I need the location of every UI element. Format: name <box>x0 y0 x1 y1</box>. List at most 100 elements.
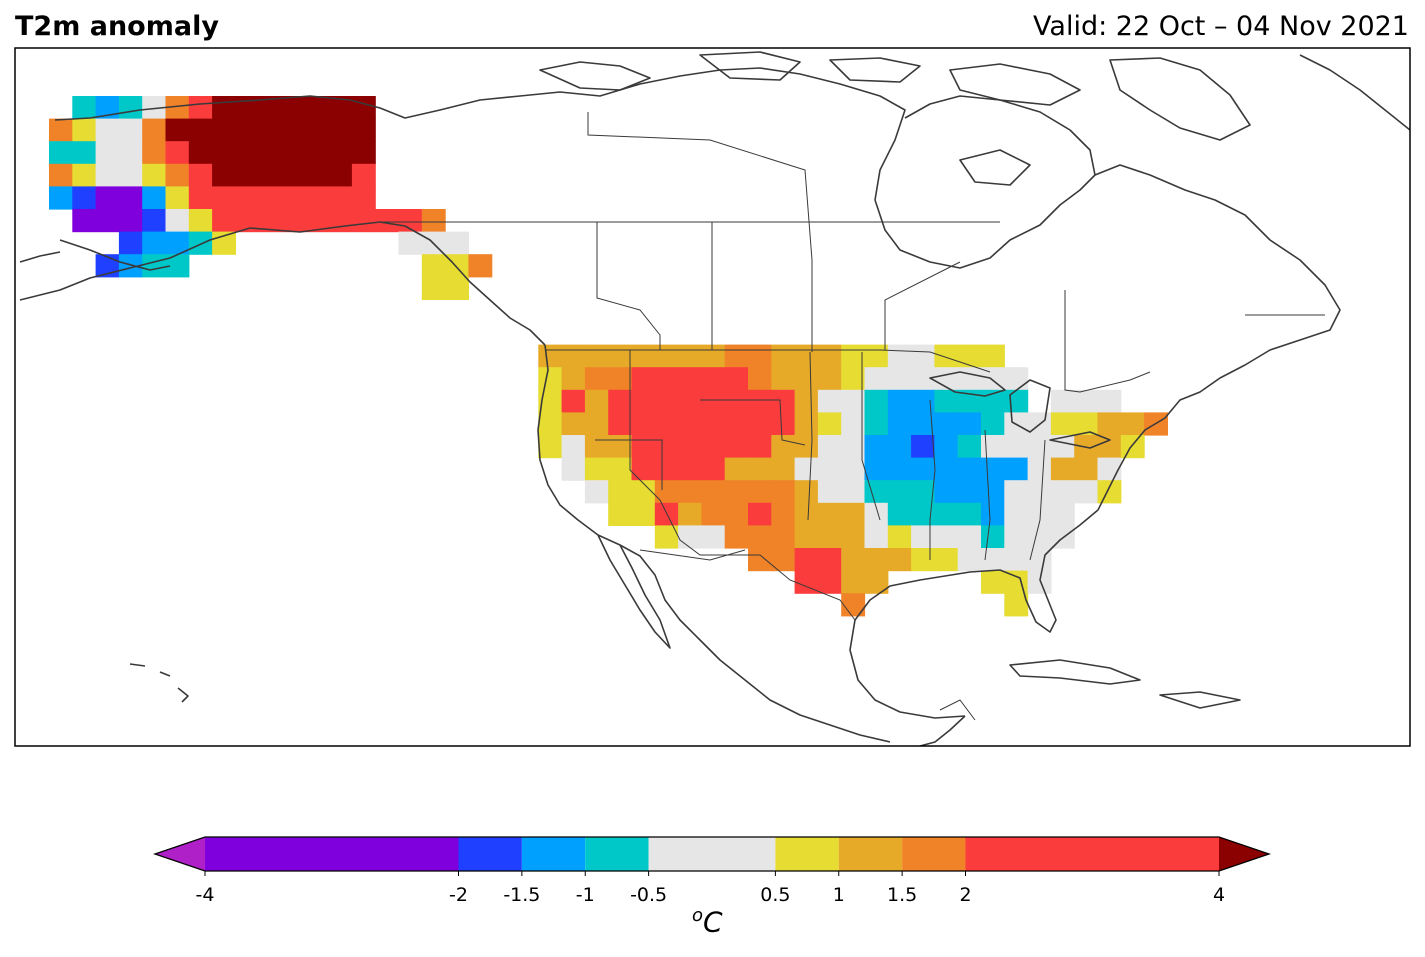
anomaly-cell <box>887 525 912 549</box>
anomaly-cell <box>981 412 1005 436</box>
anomaly-cell <box>165 96 190 120</box>
anomaly-cell <box>1027 435 1075 459</box>
anomaly-cell <box>165 141 190 165</box>
map-title: T2m anomaly <box>15 11 219 42</box>
anomaly-cell <box>1097 412 1145 436</box>
anomaly-cell <box>794 548 842 572</box>
anomaly-cell <box>421 254 469 278</box>
anomaly-cell <box>561 367 586 391</box>
anomaly-cell <box>188 186 376 210</box>
anomaly-cell <box>981 435 1029 459</box>
anomaly-cell <box>118 254 143 278</box>
anomaly-cell <box>49 118 73 142</box>
anomaly-cell <box>748 502 772 526</box>
anomaly-cell <box>95 118 143 142</box>
anomaly-cell <box>841 367 866 391</box>
anomaly-cell <box>701 502 749 526</box>
anomaly-cell <box>584 480 609 504</box>
colorbar-segment <box>205 837 459 871</box>
anomaly-cell <box>957 525 982 549</box>
anomaly-cell <box>608 389 796 413</box>
anomaly-cell <box>188 209 213 233</box>
anomaly-cell <box>584 389 609 413</box>
anomaly-cell <box>49 163 73 187</box>
anomaly-cell <box>748 367 772 391</box>
anomaly-cell <box>887 412 959 436</box>
anomaly-cell <box>911 548 935 572</box>
anomaly-cell <box>817 480 866 504</box>
anomaly-cell <box>631 435 749 459</box>
anomaly-cell <box>1004 412 1052 436</box>
anomaly-cell <box>934 480 1005 504</box>
anomaly-cell <box>841 548 912 572</box>
anomaly-cell <box>375 209 423 233</box>
colorbar-extend-max <box>1219 837 1269 871</box>
anomaly-cell <box>1050 480 1099 504</box>
anomaly-cell <box>911 525 959 549</box>
anomaly-cell <box>561 412 609 436</box>
anomaly-cell <box>165 118 376 142</box>
anomaly-cell <box>1004 502 1075 526</box>
colorbar-tick-label: -2 <box>449 884 468 906</box>
anomaly-cell <box>794 525 866 549</box>
anomaly-cell <box>957 435 982 459</box>
colorbar-segment <box>965 837 1219 871</box>
anomaly-cell <box>771 502 796 526</box>
anomaly-cell <box>188 141 376 165</box>
anomaly-cell <box>678 502 702 526</box>
anomaly-cell <box>864 367 959 391</box>
anomaly-cell <box>864 389 889 413</box>
anomaly-cell <box>142 141 167 165</box>
anomaly-cell <box>841 593 866 617</box>
anomaly-cell <box>118 231 143 255</box>
anomaly-cell <box>351 163 376 187</box>
anomaly-cell <box>794 480 819 504</box>
anomaly-cell <box>934 344 1005 368</box>
anomaly-cell <box>957 412 982 436</box>
anomaly-cell <box>864 525 889 549</box>
anomaly-cell <box>561 457 586 481</box>
anomaly-cell <box>212 163 353 187</box>
anomaly-cell <box>934 435 959 459</box>
anomaly-cell <box>142 186 167 210</box>
anomaly-cell <box>678 525 726 549</box>
colorbar-tick-label: 4 <box>1213 884 1225 906</box>
anomaly-cell <box>538 412 563 436</box>
anomaly-cell <box>794 412 819 436</box>
colorbar-extend-min <box>155 837 205 871</box>
colorbar-tick-label: 1 <box>833 884 845 906</box>
colorbar-segment <box>648 837 776 871</box>
anomaly-cell <box>72 209 97 233</box>
anomaly-cell <box>538 435 563 459</box>
colorbar-segment <box>521 837 586 871</box>
colorbar-segment <box>902 837 966 871</box>
anomaly-cell <box>49 141 73 165</box>
anomaly-cell <box>771 435 796 459</box>
anomaly-cell <box>724 525 796 549</box>
anomaly-cell <box>188 163 213 187</box>
anomaly-cell <box>142 231 167 255</box>
anomaly-cell <box>421 276 469 300</box>
anomaly-cell <box>654 525 679 549</box>
anomaly-cell <box>95 186 143 210</box>
anomaly-cell <box>957 389 1005 413</box>
anomaly-cell <box>957 502 982 526</box>
anomaly-cell <box>934 389 959 413</box>
anomaly-cell <box>911 435 935 459</box>
anomaly-cell <box>142 209 167 233</box>
anomaly-cell <box>817 435 866 459</box>
anomaly-cell <box>165 186 190 210</box>
anomaly-cell <box>864 412 889 436</box>
anomaly-cell <box>165 209 190 233</box>
colorbar-tick-label: -1 <box>576 884 595 906</box>
anomaly-cell <box>724 480 772 504</box>
anomaly-cell <box>72 118 97 142</box>
anomaly-cell <box>95 141 143 165</box>
anomaly-cell <box>142 96 167 120</box>
anomaly-cell <box>957 367 1029 391</box>
anomaly-cell <box>794 502 866 526</box>
anomaly-cell <box>72 163 97 187</box>
anomaly-cell <box>49 186 73 210</box>
anomaly-cell <box>864 435 912 459</box>
anomaly-cell <box>212 96 376 120</box>
